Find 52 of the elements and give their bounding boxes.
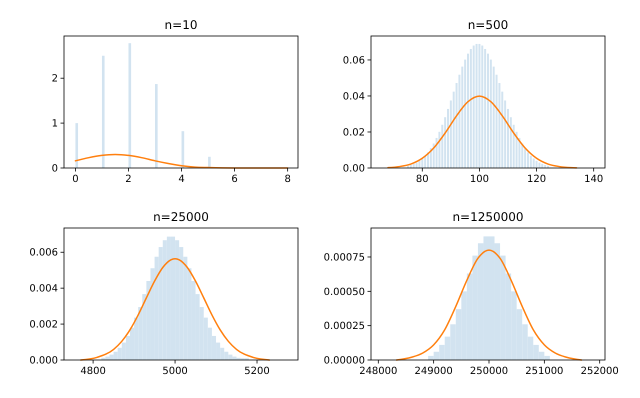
x-tick-label: 80 <box>416 174 429 185</box>
y-tick-label: 0.00050 <box>324 286 365 298</box>
chart-title: n=10 <box>164 18 198 32</box>
bar <box>476 44 478 168</box>
x-tick-label: 5000 <box>162 366 188 377</box>
bar <box>532 158 535 168</box>
bar <box>416 162 418 168</box>
y-tick-label: 0 <box>52 164 58 174</box>
y-tick-label: 0.00025 <box>324 321 365 332</box>
y-tick-label: 0.04 <box>342 91 365 102</box>
line-series <box>387 95 578 169</box>
bar <box>481 46 484 168</box>
y-tick-label: 2 <box>52 74 58 85</box>
x-tick-label: 140 <box>584 174 604 185</box>
x-tick-label: 8 <box>284 174 291 185</box>
bar <box>538 162 540 168</box>
bar <box>526 152 529 168</box>
y-tick-label: 0.002 <box>29 320 58 331</box>
line-series <box>396 249 582 361</box>
chart-title: n=25000 <box>153 210 209 224</box>
bar <box>536 160 538 168</box>
bar <box>470 48 472 168</box>
chart-title: n=500 <box>468 18 508 32</box>
x-tick-label: 4800 <box>80 366 106 377</box>
x-tick-label: 100 <box>470 174 489 185</box>
x-tick-label: 120 <box>527 174 546 185</box>
line-series <box>74 154 288 169</box>
y-tick-label: 0.004 <box>29 284 58 295</box>
x-tick-label: 250000 <box>470 366 508 377</box>
y-tick-label: 0.006 <box>29 248 58 259</box>
x-tick-label: 2 <box>125 174 132 185</box>
y-tick-label: 0.02 <box>342 127 365 138</box>
x-tick-label: 4 <box>178 174 185 185</box>
x-tick-label: 252000 <box>580 366 619 377</box>
y-tick-label: 0.00 <box>342 164 365 174</box>
x-tick-label: 5200 <box>244 366 270 377</box>
y-tick-label: 0.06 <box>342 55 365 66</box>
x-tick-label: 248000 <box>359 366 398 377</box>
y-tick-label: 0.000 <box>29 356 58 366</box>
line-series <box>80 258 270 361</box>
x-tick-label: 251000 <box>525 366 564 377</box>
x-tick-label: 6 <box>231 174 238 185</box>
x-tick-label: 0 <box>72 174 79 185</box>
chart-title: n=1250000 <box>452 210 524 224</box>
bar <box>478 44 480 168</box>
bar <box>472 46 475 168</box>
y-tick-label: 1 <box>52 118 58 130</box>
y-tick-label: 0.00000 <box>324 356 365 366</box>
bar <box>484 48 486 168</box>
bar <box>530 156 532 168</box>
y-tick-label: 0.00075 <box>324 252 365 264</box>
x-tick-label: 249000 <box>414 366 453 377</box>
